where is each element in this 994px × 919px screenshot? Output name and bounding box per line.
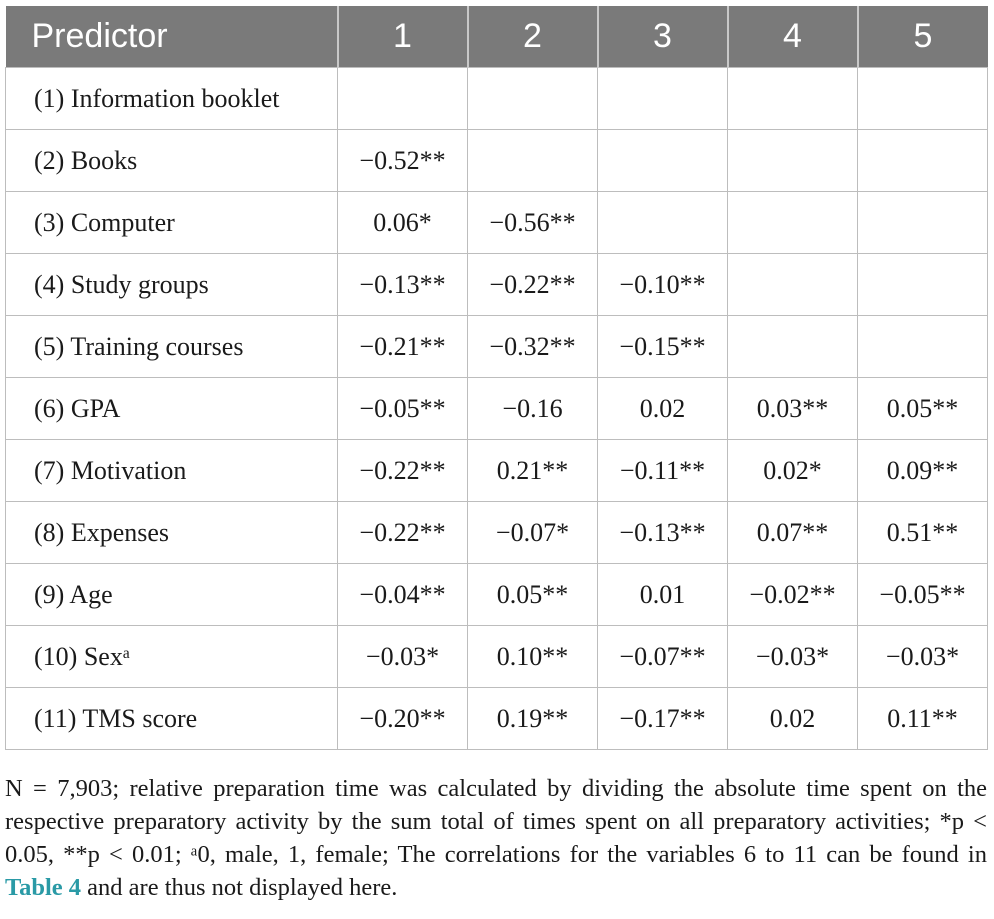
table-cell [727,253,858,316]
table-cell: 0.02 [727,687,858,750]
correlation-table: Predictor 1 2 3 4 5 (1) Information book… [5,6,988,750]
table-header-row: Predictor 1 2 3 4 5 [5,6,988,68]
table-cell [727,191,858,254]
header-col-2: 2 [467,6,599,68]
table-cell [857,129,988,192]
row-label: (3) Computer [5,191,338,254]
footnote-text: N = 7,903; relative preparation time was… [5,775,987,868]
table-cell [727,67,858,130]
table-cell: 0.02* [727,439,858,502]
table-cell: 0.19** [467,687,598,750]
table-cell: −0.07* [467,501,598,564]
table-cell: −0.07** [597,625,728,688]
table-cell: −0.16 [467,377,598,440]
table-row: (1) Information booklet [5,67,988,130]
table-row: (11) TMS score −0.20** 0.19** −0.17** 0.… [5,687,988,750]
table-cell: −0.20** [337,687,468,750]
table-cell [857,191,988,254]
table-cell [727,315,858,378]
table-cell: −0.05** [857,563,988,626]
table-cell: −0.05** [337,377,468,440]
table-row: (5) Training courses −0.21** −0.32** −0.… [5,315,988,378]
row-label: (9) Age [5,563,338,626]
table-cell [857,253,988,316]
table-cell [857,67,988,130]
row-label: (8) Expenses [5,501,338,564]
table-cell: −0.15** [597,315,728,378]
table-cell: 0.06* [337,191,468,254]
table-cell: −0.22** [337,501,468,564]
table-cell [597,191,728,254]
row-label: (4) Study groups [5,253,338,316]
table-cell [467,129,598,192]
table-cell: −0.21** [337,315,468,378]
table-row: (9) Age −0.04** 0.05** 0.01 −0.02** −0.0… [5,563,988,626]
table-cell: −0.03* [857,625,988,688]
table-cell: −0.04** [337,563,468,626]
header-col-5: 5 [857,6,988,68]
table-cell: −0.22** [467,253,598,316]
row-label: (7) Motivation [5,439,338,502]
table-row: (6) GPA −0.05** −0.16 0.02 0.03** 0.05** [5,377,988,440]
table-row: (2) Books −0.52** [5,129,988,192]
table-cell: −0.10** [597,253,728,316]
table-cell: −0.11** [597,439,728,502]
footnote-text-end: and are thus not displayed here. [81,874,398,901]
table-cell: −0.03* [337,625,468,688]
table-cell: 0.05** [467,563,598,626]
table-cell: −0.32** [467,315,598,378]
table-cell: −0.22** [337,439,468,502]
table-cell [727,129,858,192]
table-cell: 0.09** [857,439,988,502]
table-cell: 0.51** [857,501,988,564]
row-label: (6) GPA [5,377,338,440]
table-cell [467,67,598,130]
table-row: (10) Sexᵃ −0.03* 0.10** −0.07** −0.03* −… [5,625,988,688]
table-cell: −0.02** [727,563,858,626]
header-col-4: 4 [727,6,859,68]
row-label: (2) Books [5,129,338,192]
table-cell [597,67,728,130]
table-cell [337,67,468,130]
table-cell [857,315,988,378]
table-cell: −0.13** [337,253,468,316]
table-cell: −0.13** [597,501,728,564]
row-label: (10) Sexᵃ [5,625,338,688]
header-predictor: Predictor [5,6,339,68]
table-cell: 0.03** [727,377,858,440]
table-cell: −0.17** [597,687,728,750]
table-cell: −0.56** [467,191,598,254]
table-row: (3) Computer 0.06* −0.56** [5,191,988,254]
header-col-1: 1 [337,6,469,68]
table-cell [597,129,728,192]
table-cell: 0.01 [597,563,728,626]
table-row: (4) Study groups −0.13** −0.22** −0.10** [5,253,988,316]
row-label: (11) TMS score [5,687,338,750]
row-label: (5) Training courses [5,315,338,378]
table-cell: 0.21** [467,439,598,502]
table-cell: 0.10** [467,625,598,688]
table-cell: 0.02 [597,377,728,440]
row-label: (1) Information booklet [5,67,338,130]
table-cell: −0.52** [337,129,468,192]
table-row: (8) Expenses −0.22** −0.07* −0.13** 0.07… [5,501,988,564]
table-4-link[interactable]: Table 4 [5,874,82,901]
header-col-3: 3 [597,6,729,68]
table-footnote: N = 7,903; relative preparation time was… [5,772,987,904]
table-cell: 0.11** [857,687,988,750]
table-row: (7) Motivation −0.22** 0.21** −0.11** 0.… [5,439,988,502]
table-cell: 0.05** [857,377,988,440]
table-cell: −0.03* [727,625,858,688]
table-cell: 0.07** [727,501,858,564]
correlation-table-container: Predictor 1 2 3 4 5 (1) Information book… [5,6,988,750]
